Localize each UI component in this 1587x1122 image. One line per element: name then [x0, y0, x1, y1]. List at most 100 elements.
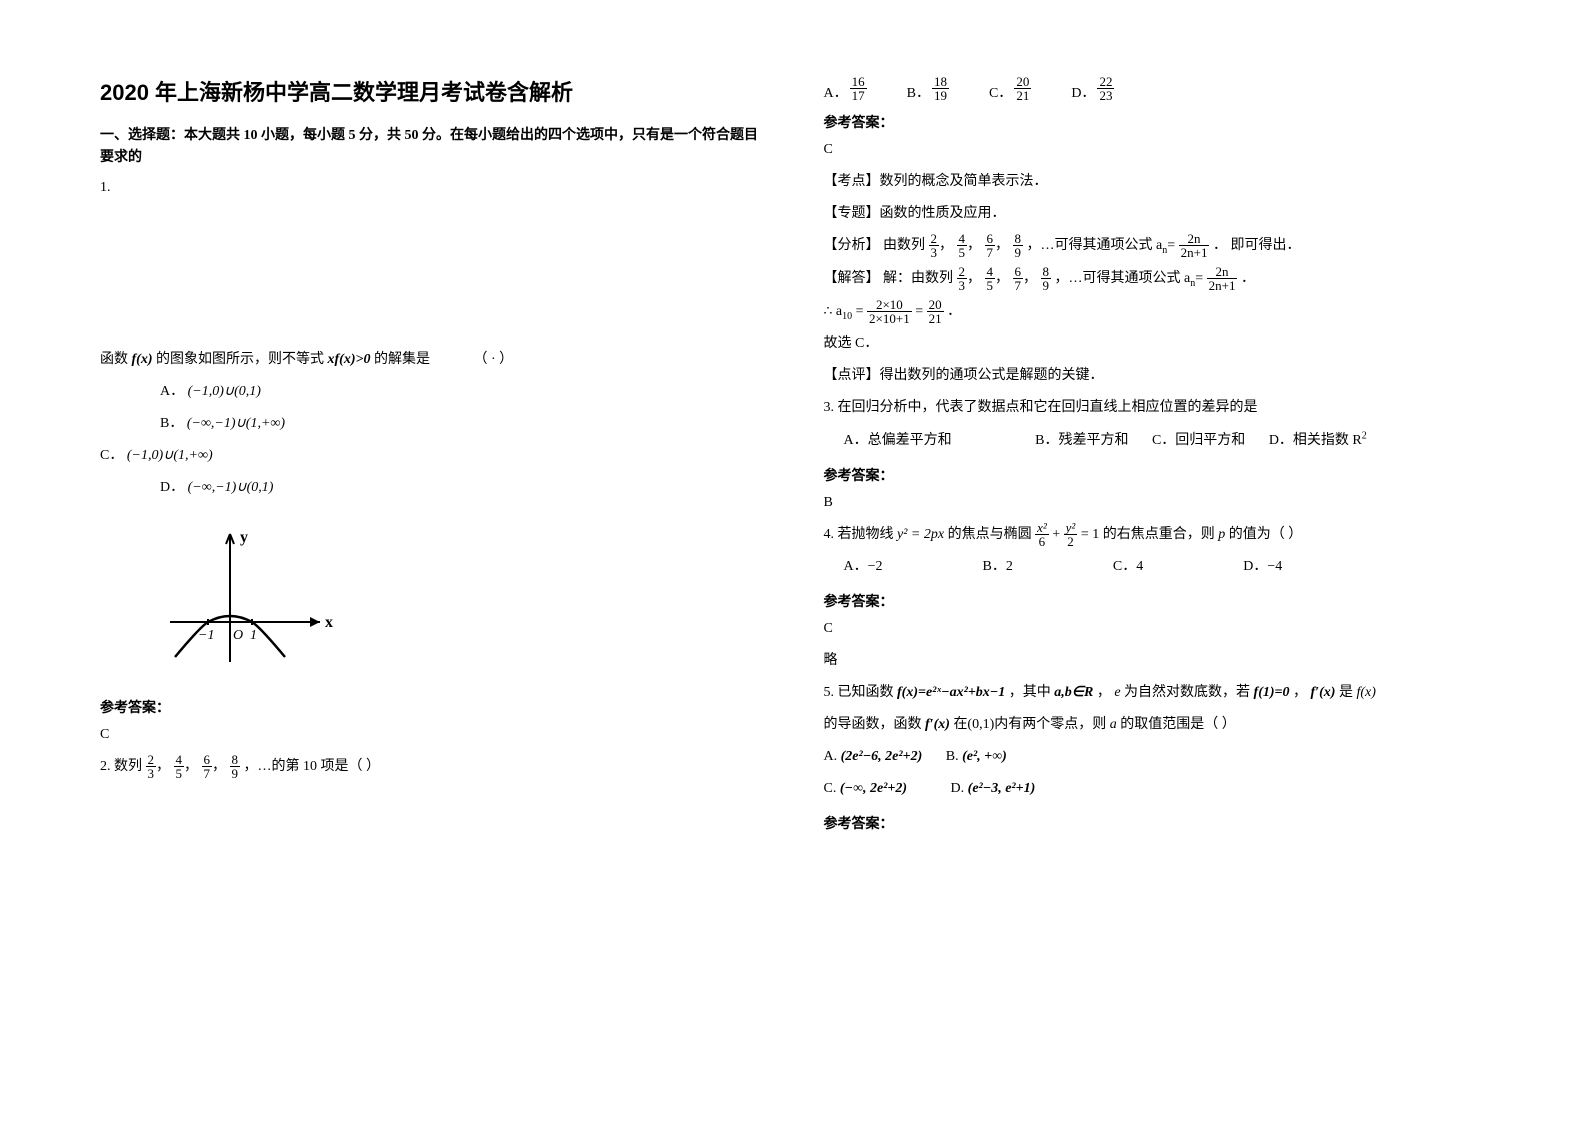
q2-mid: ，…的第 10 项是（ ） [244, 759, 381, 774]
q3-optA: A．总偏差平方和 [844, 433, 952, 448]
text: 由数列 [883, 238, 925, 253]
q2-jieda: 【解答】 解：由数列 23， 45， 67， 89 ，…可得其通项公式 an= … [824, 265, 1488, 294]
q1-optB-label: B． [160, 416, 183, 431]
eq: = [856, 304, 864, 319]
q1-stem-after: 的解集是 [374, 352, 430, 367]
q2-a10: ∴ a10 = 2×102×10+1 = 2021 ． [824, 298, 1488, 327]
q1-number: 1. [100, 180, 764, 196]
frac-n: 18 [932, 75, 949, 89]
frac-n: 4 [985, 265, 996, 279]
q2-dianping: 【点评】得出数列的通项公式是解题的关键． [824, 362, 1488, 390]
label: 【分析】 [824, 238, 880, 253]
label: C． [1113, 559, 1136, 574]
ab: a,b∈R [1054, 685, 1093, 700]
text: 的取值范围是（ ） [1120, 717, 1236, 732]
q2-stem: 2. 数列 23， 45， 67， 89 ，…的第 10 项是（ ） [100, 753, 764, 781]
mid3: 的值为（ ） [1229, 527, 1303, 542]
frac-n: 6 [1013, 265, 1024, 279]
mid1: 的焦点与椭圆 [948, 527, 1032, 542]
fxv: f(x) [1356, 685, 1375, 700]
val: (2e²−6, 2e²+2) [841, 749, 923, 764]
frac-n: 4 [174, 753, 185, 767]
text: 解：由数列 [883, 271, 953, 286]
svg-text:y: y [240, 529, 248, 546]
q5-stem-line2: 的导函数，函数 f′(x) 在(0,1)内有两个零点，则 a 的取值范围是（ ） [824, 711, 1488, 739]
q2-optC-label: C． [989, 82, 1012, 102]
text: 的导函数，函数 [824, 717, 922, 732]
frac-d: 21 [927, 312, 944, 325]
q1-optD-label: D． [160, 480, 184, 495]
frac-d: 2 [1064, 535, 1078, 548]
q1-ans: C [100, 727, 764, 743]
frac-d: 3 [146, 767, 157, 780]
plus: + [1052, 527, 1060, 542]
label: B. [946, 749, 959, 764]
val: (e², +∞) [962, 749, 1007, 764]
frac-d: 17 [850, 89, 867, 102]
frac-n: 4 [957, 232, 968, 246]
frac-d: 9 [1013, 246, 1024, 259]
frac-d: 19 [932, 89, 949, 102]
dot: ． [947, 304, 961, 319]
val: 2 [1006, 559, 1013, 574]
frac-d: 5 [985, 279, 996, 292]
mid3: 为自然对数底数，若 [1124, 685, 1250, 700]
label: 【考点】 [824, 174, 880, 189]
frac-n: 6 [202, 753, 213, 767]
frac-n: 16 [850, 75, 867, 89]
frac-d: 2n+1 [1207, 279, 1238, 292]
frac-d: 6 [1035, 535, 1049, 548]
mid2: 的右焦点重合，则 [1103, 527, 1215, 542]
frac-n: x² [1035, 521, 1049, 535]
val: −4 [1267, 559, 1282, 574]
label: A． [844, 559, 868, 574]
q5-ans-label: 参考答案： [824, 813, 1488, 833]
q3-optD: D．相关指数 R2 [1269, 433, 1367, 448]
frac-n: 2n [1207, 265, 1238, 279]
frac-n: 20 [927, 298, 944, 312]
frac-n: 2 [146, 753, 157, 767]
label: A. [824, 749, 838, 764]
q4-stem: 4. 若抛物线 y² = 2px 的焦点与椭圆 x²6 + y²2 = 1 的右… [824, 521, 1488, 549]
q1-optC: C． (−1,0)∪(1,+∞) [100, 442, 764, 470]
q1-graph: y x −1 O 1 [160, 522, 764, 677]
frac-n: 2 [957, 265, 968, 279]
q1-paren: （ · ） [473, 352, 513, 367]
q2-kaodian: 【考点】数列的概念及简单表示法． [824, 168, 1488, 196]
q3-options: A．总偏差平方和 B．残差平方和 C．回归平方和 D．相关指数 R2 [844, 426, 1488, 455]
text: ，…可得其通项公式 a [1027, 238, 1163, 253]
text: 函数的性质及应用． [880, 206, 1006, 221]
comma: ， [1293, 685, 1307, 700]
frac-n: 8 [1013, 232, 1024, 246]
q1-optB: B． (−∞,−1)∪(1,+∞) [160, 410, 764, 438]
text: 在(0,1)内有两个零点，则 [953, 717, 1106, 732]
frac-d: 7 [985, 246, 996, 259]
q1-ineq: xf(x)>0 [328, 352, 371, 367]
q3-optC: C．回归平方和 [1152, 433, 1245, 448]
val: 4 [1136, 559, 1143, 574]
prefix: 4. 若抛物线 [824, 527, 894, 542]
label: 【专题】 [824, 206, 880, 221]
frac-n: 2 [929, 232, 940, 246]
q4-ans: C [824, 621, 1488, 637]
section-heading: 一、选择题：本大题共 10 小题，每小题 5 分，共 50 分。在每小题给出的四… [100, 125, 764, 170]
q1-optA: A． (−1,0)∪(0,1) [160, 378, 764, 406]
q3-stem: 3. 在回归分析中，代表了数据点和它在回归直线上相应位置的差异的是 [824, 394, 1488, 422]
q1-stem-mid: 的图象如图所示，则不等式 [156, 352, 324, 367]
svg-text:−1: −1 [198, 628, 214, 643]
frac-d: 2×10+1 [867, 312, 912, 325]
q1-ans-label: 参考答案： [100, 697, 764, 717]
q3-ans: B [824, 495, 1488, 511]
q2-optA-label: A． [824, 82, 848, 102]
q4-lue: 略 [824, 647, 1488, 675]
frac-d: 5 [957, 246, 968, 259]
q1-optD: D． (−∞,−1)∪(0,1) [160, 474, 764, 502]
frac-d: 5 [174, 767, 185, 780]
frac-n: 2n [1179, 232, 1210, 246]
frac-n: 2×10 [867, 298, 912, 312]
fpx: f′(x) [1311, 685, 1336, 700]
q3-optB: B．残差平方和 [1035, 433, 1128, 448]
text: ． 即可得出． [1213, 238, 1301, 253]
text: ． [1241, 271, 1255, 286]
svg-text:1: 1 [250, 628, 257, 643]
